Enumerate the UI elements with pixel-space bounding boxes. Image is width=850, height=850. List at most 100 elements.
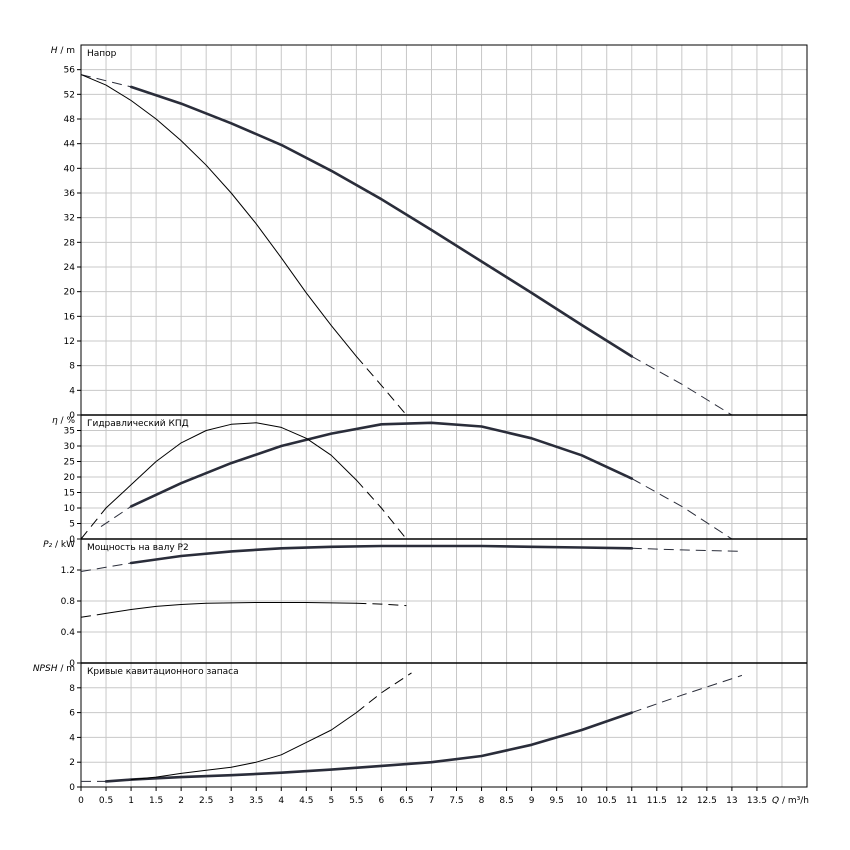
curve-thick-0 xyxy=(80,544,742,572)
x-tick-label: 0.5 xyxy=(99,796,113,806)
curve-thick-0 xyxy=(81,674,743,783)
y-tick-label: 0 xyxy=(69,659,75,669)
curve-thin-1 xyxy=(130,672,412,781)
x-tick-label: 13.5 xyxy=(747,796,767,806)
y-tick-label: 0 xyxy=(69,411,75,421)
y-tick-label: 25 xyxy=(64,458,75,468)
curve-solid xyxy=(129,544,634,565)
x-tick-label: 8 xyxy=(479,796,485,806)
x-tick-label: 10 xyxy=(576,796,588,806)
curve-dashed-start xyxy=(80,612,107,618)
x-axis-label-unit: / m³/h xyxy=(779,796,809,806)
y-tick-label: 28 xyxy=(64,238,76,248)
x-tick-label: 7 xyxy=(429,796,435,806)
curve-solid xyxy=(80,74,357,357)
horizontal-gridlines xyxy=(81,687,807,763)
curves xyxy=(81,672,743,783)
curve-dashed-end xyxy=(631,355,733,416)
y-tick-label: 32 xyxy=(64,214,75,224)
y-axis-label: NPSH / m xyxy=(33,664,75,674)
x-tick-label: 11.5 xyxy=(647,796,667,806)
x-tick-label: 13 xyxy=(726,796,737,806)
x-axis-label-symbol: Q xyxy=(772,796,779,806)
y-tick-label: 0.8 xyxy=(61,597,76,607)
y-tick-label: 12 xyxy=(64,337,75,347)
y-tick-label: 52 xyxy=(64,90,75,100)
horizontal-gridlines xyxy=(81,69,807,391)
panel-npsh: 0 2 4 6 8 Кривые кавитационного запаса NPSH / … xyxy=(33,662,808,793)
curve-solid xyxy=(130,712,357,781)
y-tick-label: 40 xyxy=(64,164,76,174)
panel-title: Напор xyxy=(87,49,117,59)
y-tick-label: 15 xyxy=(64,489,75,499)
y-axis-label-symbol: NPSH xyxy=(33,664,58,674)
y-tick-label: 0.4 xyxy=(61,628,76,638)
x-tick-label: 1.5 xyxy=(149,796,163,806)
y-tick-label: 20 xyxy=(64,473,76,483)
y-tick-labels: 0 2 4 6 8 xyxy=(69,684,81,793)
x-tick-label: 6 xyxy=(379,796,385,806)
horizontal-gridlines xyxy=(81,569,807,633)
y-tick-labels: 0 0.4 0.8 1.2 xyxy=(61,566,81,669)
curve-dashed-end xyxy=(356,672,412,713)
y-axis-label-symbol: P₂ xyxy=(43,540,52,550)
y-tick-label: 44 xyxy=(64,140,76,150)
curve-dashed-start xyxy=(80,562,132,572)
x-axis-label: Q / m³/h xyxy=(772,796,809,806)
x-tick-label: 0 xyxy=(78,796,84,806)
curves xyxy=(80,74,733,416)
y-tick-label: 4 xyxy=(69,733,75,743)
x-tick-label: 4 xyxy=(278,796,284,806)
y-axis-label-unit: / kW xyxy=(52,540,75,550)
curve-solid xyxy=(104,711,634,783)
x-tick-label: 2 xyxy=(178,796,184,806)
x-tick-label: 10.5 xyxy=(597,796,617,806)
y-axis-label-symbol: η xyxy=(52,416,58,426)
y-tick-label: 8 xyxy=(69,362,75,372)
y-tick-label: 6 xyxy=(69,709,75,719)
curves xyxy=(80,421,733,540)
y-tick-label: 56 xyxy=(64,66,76,76)
y-axis-label-unit: / % xyxy=(58,416,76,426)
x-tick-label: 6.5 xyxy=(399,796,413,806)
panel-efficiency: 0 5 10 15 20 25 30 35 Гидравлический КПД η / % xyxy=(52,414,808,545)
curve-dashed-end xyxy=(356,479,407,540)
x-tick-label: 9.5 xyxy=(549,796,563,806)
y-axis-label: H / m xyxy=(51,46,75,56)
x-tick-label: 3 xyxy=(228,796,234,806)
curve-thin-1 xyxy=(80,74,407,416)
x-tick-label: 8.5 xyxy=(499,796,513,806)
x-tick-label: 5.5 xyxy=(349,796,363,806)
x-tick-label: 7.5 xyxy=(449,796,463,806)
panel-frame xyxy=(80,44,808,416)
x-tick-label: 4.5 xyxy=(299,796,313,806)
panel-title: Кривые кавитационного запаса xyxy=(87,667,239,677)
panel-frame xyxy=(80,662,808,788)
y-tick-label: 5 xyxy=(69,520,75,530)
y-tick-label: 0 xyxy=(69,535,75,545)
curve-dashed-end xyxy=(631,478,733,540)
curve-solid xyxy=(105,422,357,509)
curve-dashed-end xyxy=(631,674,743,714)
x-tick-label: 9 xyxy=(529,796,535,806)
curve-solid xyxy=(105,602,357,614)
curve-thick-0 xyxy=(100,421,733,540)
x-tick-label: 5 xyxy=(328,796,334,806)
x-tick-label: 3.5 xyxy=(249,796,263,806)
curve-dashed-end xyxy=(631,547,742,552)
curves xyxy=(80,544,742,618)
curve-thin-1 xyxy=(80,602,407,618)
x-tick-label: 12.5 xyxy=(697,796,717,806)
vertical-gridlines xyxy=(105,45,783,415)
y-tick-label: 1.2 xyxy=(61,566,75,576)
y-tick-label: 20 xyxy=(64,288,76,298)
curve-thin-1 xyxy=(80,422,407,540)
curve-dashed-start xyxy=(80,74,132,88)
panel-power: 0 0.4 0.8 1.2 Мощность на валу P2 P₂ / kW xyxy=(43,538,808,669)
y-tick-label: 30 xyxy=(64,442,76,452)
y-tick-labels: 0 5 10 15 20 25 30 35 xyxy=(64,427,81,545)
